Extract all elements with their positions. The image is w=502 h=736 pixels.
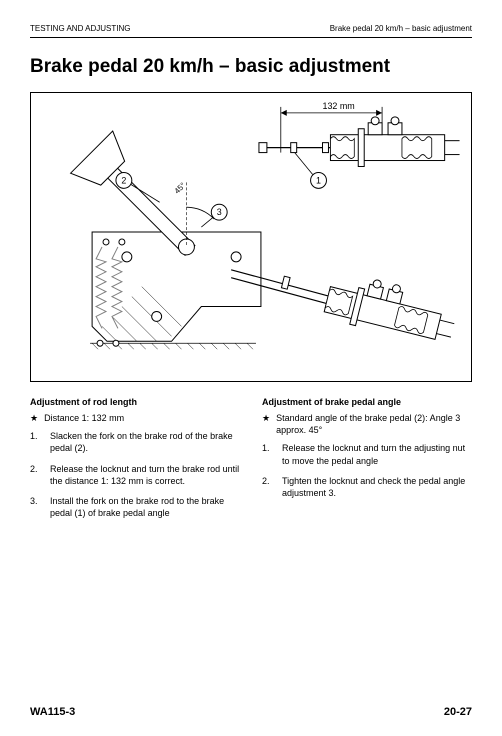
left-steps: Slacken the fork on the brake rod of the… bbox=[30, 430, 240, 519]
step-text: Install the fork on the brake rod to the… bbox=[50, 495, 240, 519]
step-text: Tighten the locknut and check the pedal … bbox=[282, 475, 472, 499]
page-title: Brake pedal 20 km/h – basic adjustment bbox=[30, 56, 472, 78]
dimension-label: 132 mm bbox=[323, 101, 355, 111]
header-right: Brake pedal 20 km/h – basic adjustment bbox=[330, 24, 472, 33]
list-item: Slacken the fork on the brake rod of the… bbox=[30, 430, 240, 454]
callout-3: 3 bbox=[217, 207, 222, 217]
star-icon: ★ bbox=[262, 412, 270, 436]
step-text: Release the locknut and turn the adjusti… bbox=[282, 442, 472, 466]
list-item: Install the fork on the brake rod to the… bbox=[30, 495, 240, 519]
figure-container: 132 mm 1 bbox=[30, 92, 472, 382]
page-header: TESTING AND ADJUSTING Brake pedal 20 km/… bbox=[30, 24, 472, 33]
step-text: Slacken the fork on the brake rod of the… bbox=[50, 430, 240, 454]
star-icon: ★ bbox=[30, 412, 38, 424]
list-item: Release the locknut and turn the brake r… bbox=[30, 463, 240, 487]
right-steps: Release the locknut and turn the adjusti… bbox=[262, 442, 472, 499]
header-left: TESTING AND ADJUSTING bbox=[30, 24, 130, 33]
list-item: Tighten the locknut and check the pedal … bbox=[262, 475, 472, 499]
cylinder-detail-top: 132 mm 1 bbox=[259, 101, 460, 188]
right-heading: Adjustment of brake pedal angle bbox=[262, 396, 472, 408]
footer-right: 20-27 bbox=[444, 706, 472, 718]
page-footer: WA115-3 20-27 bbox=[30, 706, 472, 718]
list-item: Release the locknut and turn the adjusti… bbox=[262, 442, 472, 466]
right-column: Adjustment of brake pedal angle ★ Standa… bbox=[262, 396, 472, 527]
footer-left: WA115-3 bbox=[30, 706, 75, 718]
callout-1: 1 bbox=[316, 175, 321, 185]
left-heading: Adjustment of rod length bbox=[30, 396, 240, 408]
left-star-text: Distance 1: 132 mm bbox=[44, 412, 124, 424]
left-star-line: ★ Distance 1: 132 mm bbox=[30, 412, 240, 424]
step-text: Release the locknut and turn the brake r… bbox=[50, 463, 240, 487]
angle-label: 45° bbox=[173, 181, 188, 196]
right-star-line: ★ Standard angle of the brake pedal (2):… bbox=[262, 412, 472, 436]
header-rule bbox=[30, 37, 472, 38]
pedal-assembly: 45° bbox=[71, 131, 460, 349]
text-columns: Adjustment of rod length ★ Distance 1: 1… bbox=[30, 396, 472, 527]
callout-2: 2 bbox=[121, 175, 126, 185]
brake-pedal-diagram: 132 mm 1 bbox=[31, 93, 471, 381]
left-column: Adjustment of rod length ★ Distance 1: 1… bbox=[30, 396, 240, 527]
right-star-text: Standard angle of the brake pedal (2): A… bbox=[276, 412, 472, 436]
